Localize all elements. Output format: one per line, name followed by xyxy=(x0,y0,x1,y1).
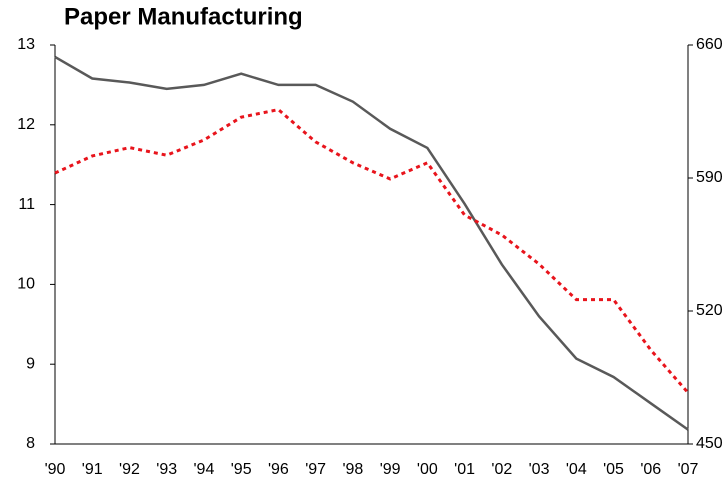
x-tick-label: '07 xyxy=(678,461,699,478)
x-tick-label: '93 xyxy=(156,461,177,478)
x-tick-label: '98 xyxy=(342,461,363,478)
x-tick-label: '03 xyxy=(529,461,550,478)
x-tick-label: '91 xyxy=(82,461,103,478)
x-tick-label: '90 xyxy=(45,461,66,478)
y2-tick-label: 660 xyxy=(696,36,723,53)
x-tick-label: '92 xyxy=(119,461,140,478)
y-tick-label: 12 xyxy=(17,116,35,133)
series-line xyxy=(54,55,689,431)
x-tick-label: '00 xyxy=(417,461,438,478)
y-tick-label: 9 xyxy=(26,355,35,372)
x-tick-label: '99 xyxy=(380,461,401,478)
x-tick-label: '04 xyxy=(566,461,587,478)
x-tick-label: '01 xyxy=(454,461,475,478)
y-tick-label: 10 xyxy=(17,276,35,293)
y2-tick-label: 520 xyxy=(696,302,723,319)
x-tick-label: '94 xyxy=(194,461,215,478)
x-tick-label: '05 xyxy=(603,461,624,478)
x-tick-label: '97 xyxy=(305,461,326,478)
x-tick-label: '02 xyxy=(491,461,512,478)
y2-tick-label: 590 xyxy=(696,169,723,186)
x-tick-label: '96 xyxy=(268,461,289,478)
x-tick-label: '95 xyxy=(231,461,252,478)
y-tick-label: 11 xyxy=(18,196,35,213)
series-line xyxy=(54,107,690,394)
y-tick-label: 13 xyxy=(17,36,35,53)
y2-tick-label: 450 xyxy=(696,435,723,452)
y-tick-label: 8 xyxy=(26,435,35,452)
x-tick-label: '06 xyxy=(640,461,661,478)
chart-title: Paper Manufacturing xyxy=(64,3,303,30)
